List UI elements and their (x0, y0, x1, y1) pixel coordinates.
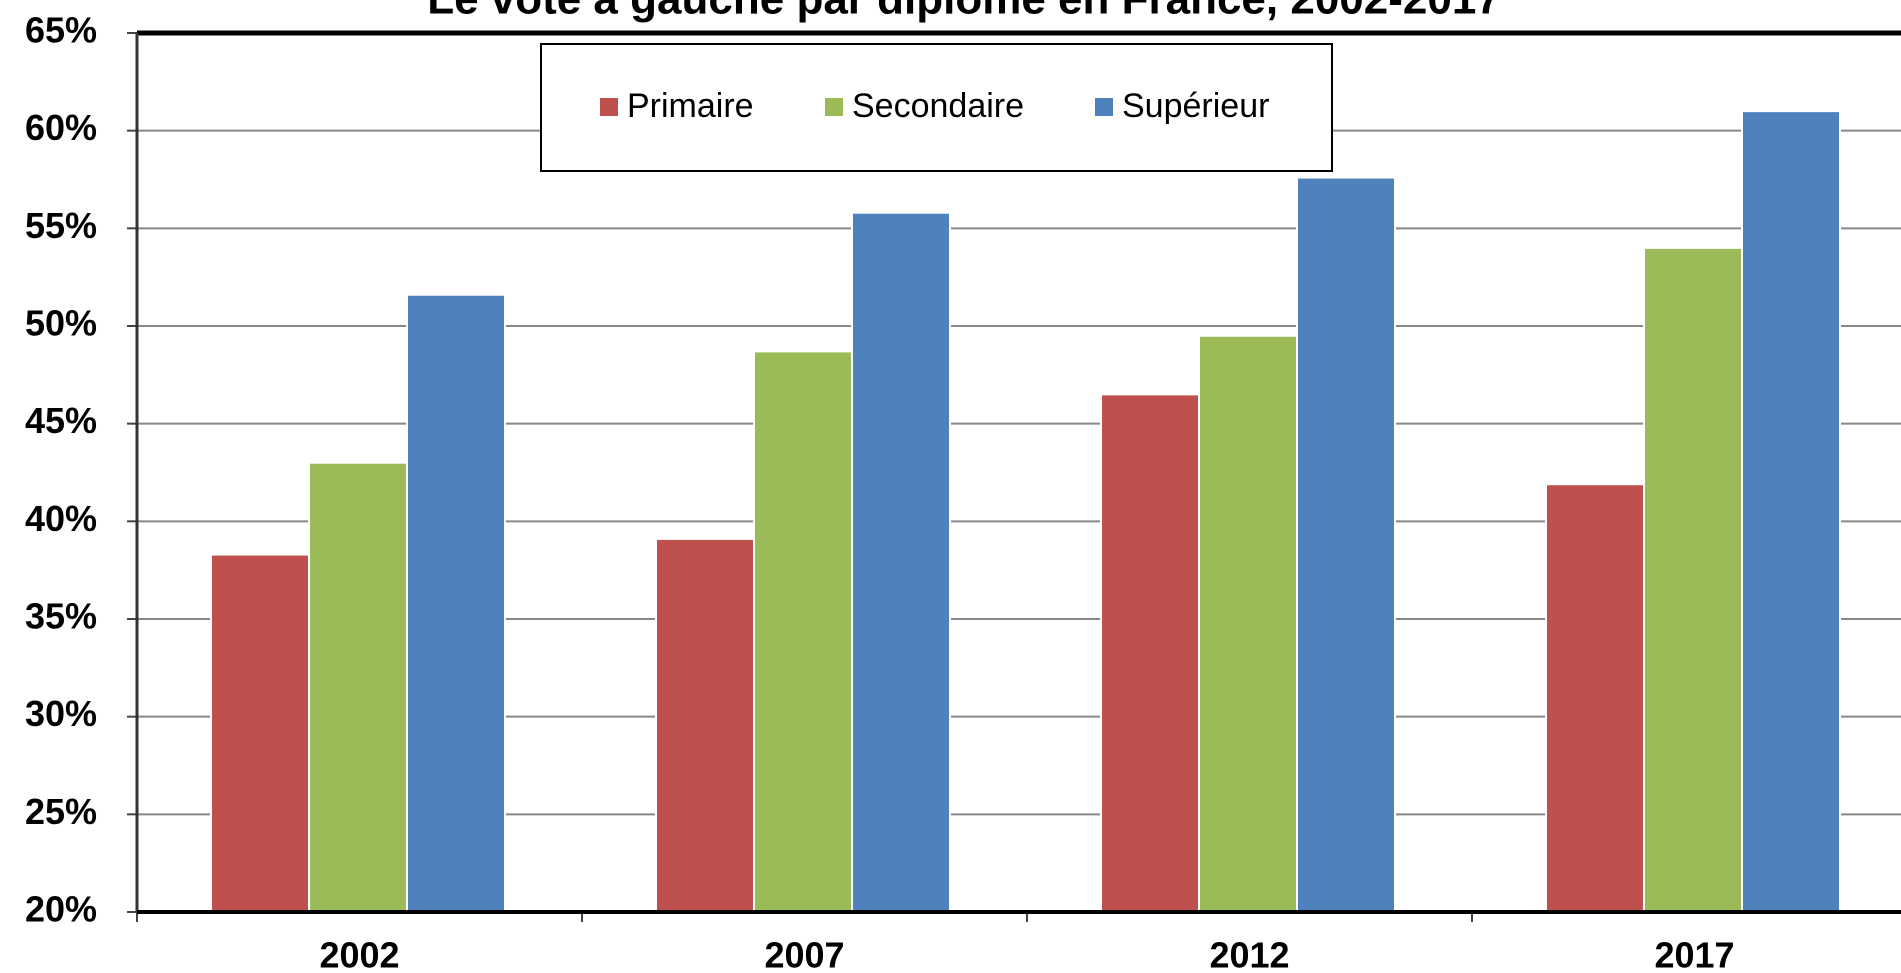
bar (406, 293, 506, 914)
bar (655, 537, 755, 913)
y-tick-label: 20% (25, 889, 97, 930)
bar (308, 461, 408, 913)
bar (753, 350, 853, 914)
bar (1741, 110, 1841, 913)
y-tick-label: 30% (25, 693, 97, 734)
legend-label: Secondaire (852, 87, 1024, 125)
y-tick-label: 60% (25, 107, 97, 148)
bar (1198, 334, 1298, 913)
legend-label: Primaire (627, 87, 754, 125)
chart-title: Le vote à gauche par diplôme en France, … (427, 0, 1501, 24)
y-tick-label: 40% (25, 498, 97, 539)
y-tick-label: 35% (25, 596, 97, 637)
bar (851, 211, 951, 913)
x-tick-label: 2007 (764, 935, 844, 973)
y-tick-label: 25% (25, 791, 97, 832)
bar (1545, 483, 1645, 913)
legend-swatch (1095, 98, 1113, 116)
y-tick-label: 55% (25, 205, 97, 246)
x-tick-label: 2017 (1654, 935, 1734, 973)
legend-box (540, 43, 1333, 172)
y-tick-label: 45% (25, 400, 97, 441)
bar (210, 553, 310, 913)
y-tick-label: 65% (25, 10, 97, 51)
legend-swatch (600, 98, 618, 116)
legend-swatch (825, 98, 843, 116)
bar (1643, 246, 1743, 914)
bar (1296, 176, 1396, 913)
x-tick-label: 2012 (1209, 935, 1289, 973)
x-tick-label: 2002 (319, 935, 399, 973)
legend-label: Supérieur (1122, 87, 1269, 125)
y-tick-label: 50% (25, 303, 97, 344)
bar (1100, 393, 1200, 914)
